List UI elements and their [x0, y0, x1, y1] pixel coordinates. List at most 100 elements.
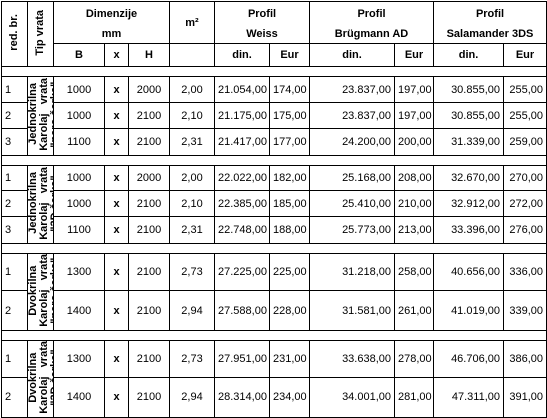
- header-mm: mm: [53, 25, 170, 44]
- cell: 272,00: [503, 190, 547, 217]
- header-b: B: [53, 43, 105, 67]
- cell: 30.855,00: [433, 76, 504, 103]
- header-eur: Eur: [394, 43, 434, 67]
- cell: 2100: [128, 252, 170, 292]
- row: [1, 329, 547, 341]
- cell: 27.951,00: [214, 339, 270, 379]
- separator: [1, 329, 547, 341]
- cell: 228,00: [269, 290, 310, 331]
- cell: x: [104, 216, 129, 244]
- cell: 210,00: [394, 190, 434, 217]
- cell: 2: [1, 290, 28, 331]
- row: mm Weiss Brügmann AD Salamander 3DS: [2, 25, 547, 44]
- cell: 1: [1, 339, 28, 379]
- row: 1 Dvokrilna Karolaj vrata "3D šarka" 1300 x 21…: [1, 339, 547, 418]
- cell: 182,00: [269, 165, 310, 191]
- row: 1 Jednokrilna Karolaj vrata "3D šarka" 1000 x…: [1, 165, 547, 244]
- cell: 258,00: [394, 252, 434, 292]
- header-din: din.: [433, 43, 504, 67]
- cell: 2100: [128, 290, 170, 331]
- cell: 1000: [53, 76, 105, 103]
- cell: 27.588,00: [214, 290, 270, 331]
- row: 3 1100 x 2100 2,31 22.748,00 188,00 25.773,00 21…: [1, 216, 547, 244]
- cell: 386,00: [503, 339, 547, 379]
- cell: 339,00: [503, 290, 547, 331]
- header-din: din.: [214, 43, 270, 67]
- row: [1, 66, 547, 77]
- cell: 33.396,00: [433, 216, 504, 244]
- cell: x: [104, 252, 129, 292]
- cell: x: [104, 76, 129, 103]
- vertical-text: Dvokrilna Karolaj vrata "3D šarka": [29, 341, 54, 413]
- text-line: "pero šarka": [49, 81, 54, 148]
- cell: 200,00: [394, 128, 434, 156]
- cell: 21.175,00: [214, 102, 270, 129]
- cell: 391,00: [503, 377, 547, 418]
- cell: 255,00: [503, 76, 547, 103]
- cell: 21.054,00: [214, 76, 270, 103]
- cell: 2100: [128, 339, 170, 379]
- cell: 2,00: [169, 76, 215, 103]
- cell: 1400: [53, 290, 105, 331]
- cell: 197,00: [394, 76, 434, 103]
- cell: 213,00: [394, 216, 434, 244]
- row: 2 1000 x 2100 2,10 21.175,00 175,00 23.837,00 19…: [1, 102, 547, 129]
- cell: 261,00: [394, 290, 434, 331]
- cell: 3: [1, 128, 28, 156]
- cell: 34.001,00: [309, 377, 395, 418]
- cell: 32.670,00: [433, 165, 504, 191]
- text-line: Tip vrata: [34, 9, 46, 56]
- header-empty: [169, 43, 215, 67]
- cell: 2,31: [169, 216, 215, 244]
- cell: 1: [1, 165, 28, 191]
- row: [1, 155, 547, 166]
- row: 3 1100 x 2100 2,31 21.417,00 177,00 24.200,00 20…: [1, 128, 547, 156]
- cell: 281,00: [394, 377, 434, 418]
- header-m2: m²: [169, 1, 215, 44]
- cell: 1000: [53, 165, 105, 191]
- cell: 270,00: [503, 165, 547, 191]
- cell: x: [104, 339, 129, 379]
- cell: x: [104, 165, 129, 191]
- door-type: Dvokrilna Karolaj vrata "pero šarka": [27, 253, 54, 331]
- cell: 31.218,00: [309, 252, 395, 292]
- header-tip-vrata: Tip vrata: [27, 1, 54, 67]
- cell: 2000: [128, 76, 170, 103]
- text-line: red. br.: [8, 14, 20, 51]
- cell: 234,00: [269, 377, 310, 418]
- cell: 2,94: [169, 290, 215, 331]
- cell: 278,00: [394, 339, 434, 379]
- vertical-text: Jednokrilna Karolaj vrata "pero šarka": [29, 78, 54, 151]
- cell: 2,00: [169, 165, 215, 191]
- cell: x: [104, 128, 129, 156]
- cell: 1: [1, 76, 28, 103]
- separator: [1, 243, 547, 254]
- cell: 2100: [128, 128, 170, 156]
- cell: 32.912,00: [433, 190, 504, 217]
- cell: 3: [1, 216, 28, 244]
- cell: 259,00: [503, 128, 547, 156]
- cell: 2100: [128, 377, 170, 418]
- cell: 2000: [128, 165, 170, 191]
- cell: 30.855,00: [433, 102, 504, 129]
- cell: 276,00: [503, 216, 547, 244]
- cell: 41.019,00: [433, 290, 504, 331]
- text-line: "3D šarka": [49, 349, 54, 406]
- cell: 31.339,00: [433, 128, 504, 156]
- cell: 1300: [53, 252, 105, 292]
- cell: 1400: [53, 377, 105, 418]
- cell: 2,10: [169, 190, 215, 217]
- cell: 23.837,00: [309, 76, 395, 103]
- text-line: "pero šarka": [49, 257, 54, 324]
- cell: 2100: [128, 190, 170, 217]
- cell: 22.022,00: [214, 165, 270, 191]
- cell: 24.200,00: [309, 128, 395, 156]
- header-eur: Eur: [269, 43, 310, 67]
- cell: x: [104, 102, 129, 129]
- header-eur: Eur: [503, 43, 547, 67]
- cell: 1: [1, 252, 28, 292]
- cell: 23.837,00: [309, 102, 395, 129]
